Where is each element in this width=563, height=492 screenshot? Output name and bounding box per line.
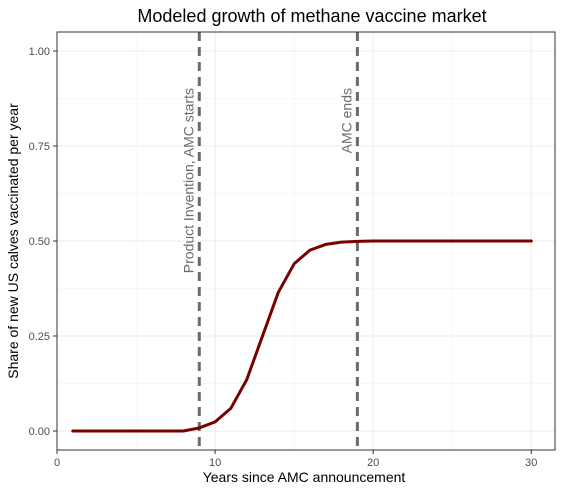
chart-title: Modeled growth of methane vaccine market — [137, 6, 486, 26]
y-tick-label: 0.75 — [29, 141, 50, 153]
series-point — [245, 378, 248, 381]
grid-minor — [57, 32, 555, 450]
series-point — [419, 239, 422, 243]
series-point — [119, 429, 122, 433]
series-point — [514, 239, 517, 243]
series-point — [482, 239, 486, 243]
series-point — [261, 334, 264, 338]
series-point — [134, 429, 138, 433]
series-point — [150, 429, 154, 433]
vline-label: AMC ends — [338, 88, 354, 153]
series-point — [182, 429, 185, 433]
y-axis-ticks: 0.00 0.25 0.50 0.75 1.00 — [29, 46, 57, 438]
series-point — [71, 429, 75, 433]
series-point — [166, 429, 169, 433]
reference-lines: Product Invention, AMC starts AMC ends — [180, 32, 359, 450]
y-axis-title: Share of new US calves vaccinated per ye… — [5, 103, 21, 379]
series-point — [340, 240, 343, 244]
y-tick-label: 0.00 — [29, 426, 50, 438]
series-point — [387, 239, 391, 243]
series-point — [213, 420, 217, 424]
series-point — [498, 239, 501, 243]
x-tick-label: 10 — [209, 457, 221, 469]
series-point — [403, 239, 407, 243]
x-tick-label: 20 — [367, 457, 379, 469]
y-tick-label: 0.50 — [29, 236, 50, 248]
series-point — [277, 291, 280, 294]
x-axis-title: Years since AMC announcement — [203, 469, 406, 485]
series-point — [324, 243, 327, 246]
series-point — [435, 239, 438, 243]
x-axis-ticks: 0 10 20 30 — [54, 450, 537, 469]
series-point — [356, 240, 359, 243]
series-point — [451, 239, 454, 243]
series-point — [229, 407, 233, 410]
series-point — [466, 239, 470, 243]
vline-label: Product Invention, AMC starts — [180, 88, 196, 273]
series-point — [292, 262, 296, 265]
series-point — [530, 239, 533, 243]
y-tick-label: 0.25 — [29, 331, 50, 343]
series-point — [308, 248, 312, 252]
series-line — [71, 239, 533, 433]
series-point — [103, 429, 106, 433]
y-tick-label: 1.00 — [29, 46, 50, 58]
x-tick-label: 0 — [54, 457, 60, 469]
series-layer — [71, 239, 533, 433]
x-tick-label: 30 — [525, 457, 537, 469]
series-point — [87, 429, 90, 433]
series-point — [371, 239, 375, 243]
series-point — [198, 426, 201, 430]
